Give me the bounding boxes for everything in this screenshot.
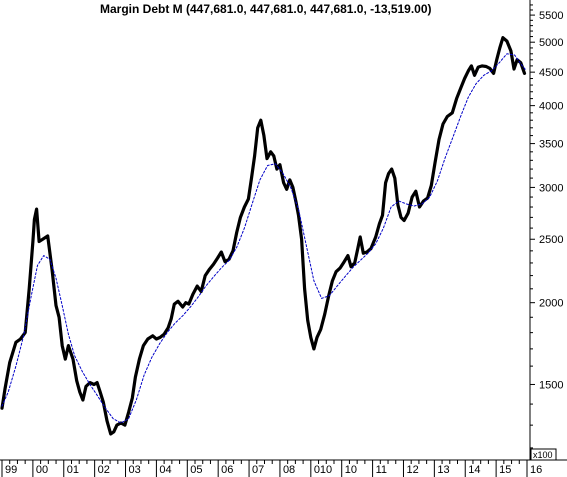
y-tick-label: 4000 — [539, 101, 563, 113]
y-tick-label: 3000 — [539, 182, 563, 194]
x-tick-label: 01 — [67, 464, 79, 476]
x-tick-label: 12 — [406, 464, 418, 476]
x-tick-label: 010 — [314, 464, 332, 476]
x-tick-label: 07 — [252, 464, 264, 476]
y-tick-label: 5500 — [539, 10, 563, 22]
x-tick-label: 08 — [283, 464, 295, 476]
x-tick-label: 02 — [98, 464, 110, 476]
x-tick-label: 14 — [468, 464, 480, 476]
x-axis-ticks: 99 00 01 02 03 04 05 06 07 08 010 10 11 12 13 14 15 16 — [1, 460, 542, 477]
y-unit-label: x100 — [533, 450, 553, 460]
chart-title: Margin Debt M (447,681.0, 447,681.0, 447… — [100, 2, 432, 16]
y-tick-label: 3500 — [539, 139, 563, 151]
x-tick-label: 06 — [221, 464, 233, 476]
x-tick-label: 04 — [159, 464, 171, 476]
y-axis-ticks: 1500 2000 2500 3000 3500 4000 4500 5000 5500 — [530, 4, 563, 449]
margin-debt-line — [0, 36, 527, 436]
y-tick-label: 2000 — [539, 298, 563, 310]
x-tick-label: 16 — [530, 464, 542, 476]
x-tick-label: 99 — [5, 464, 17, 476]
y-tick-label: 4500 — [539, 67, 563, 79]
y-tick-label: 1500 — [539, 379, 563, 391]
y-tick-label: 5000 — [539, 37, 563, 49]
x-tick-label: 11 — [376, 464, 387, 476]
x-tick-label: 13 — [437, 464, 449, 476]
series-layer — [0, 36, 527, 436]
x-tick-label: 05 — [190, 464, 202, 476]
x-tick-label: 00 — [36, 464, 48, 476]
x-tick-label: 10 — [345, 464, 357, 476]
y-tick-label: 2500 — [539, 234, 563, 246]
y-unit-box — [530, 448, 557, 461]
moving-average-line — [1, 53, 526, 424]
x-tick-label: 03 — [129, 464, 141, 476]
x-tick-label: 15 — [499, 464, 511, 476]
